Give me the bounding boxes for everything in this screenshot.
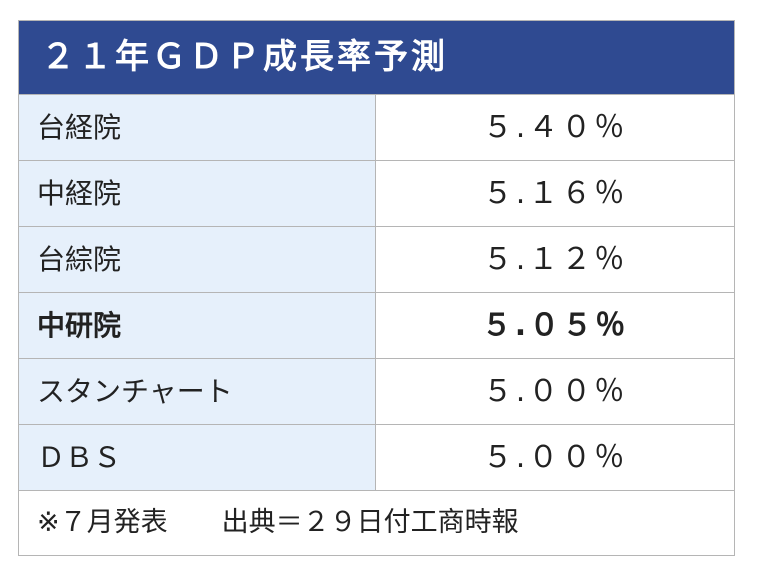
- table-row: ＤＢＳ ５.００％: [19, 425, 734, 491]
- table-row: 中研院 ５.０５％: [19, 293, 734, 359]
- institution-name: スタンチャート: [19, 359, 376, 424]
- growth-forecast: ５.４０％: [482, 110, 628, 145]
- institution-name: 台経院: [19, 95, 376, 160]
- institution-name: 台綜院: [19, 227, 376, 292]
- table-title: ２１年ＧＤＰ成長率予測: [19, 21, 734, 95]
- institution-name: 中経院: [19, 161, 376, 226]
- growth-forecast: ５.００％: [482, 374, 628, 409]
- table-body: 台経院 ５.４０％ 中経院 ５.１６％ 台綜院 ５.１２％ 中研院 ５.０５％ スタンチャート ５…: [19, 95, 734, 491]
- institution-name: 中研院: [19, 293, 376, 358]
- table-footer: ※７月発表 出典＝２９日付工商時報: [37, 507, 519, 538]
- growth-forecast: ５.１２％: [482, 242, 628, 277]
- table-row: 台綜院 ５.１２％: [19, 227, 734, 293]
- growth-forecast: ５.１６％: [482, 176, 628, 211]
- table-row: 台経院 ５.４０％: [19, 95, 734, 161]
- growth-forecast: ５.０５％: [481, 308, 629, 343]
- table-row: スタンチャート ５.００％: [19, 359, 734, 425]
- table-row: 中経院 ５.１６％: [19, 161, 734, 227]
- table-panel: ２１年ＧＤＰ成長率予測 台経院 ５.４０％ 中経院 ５.１６％ 台綜院 ５.１２％ 中研院 ５…: [18, 20, 735, 556]
- growth-forecast: ５.００％: [482, 440, 628, 475]
- institution-name: ＤＢＳ: [19, 425, 376, 490]
